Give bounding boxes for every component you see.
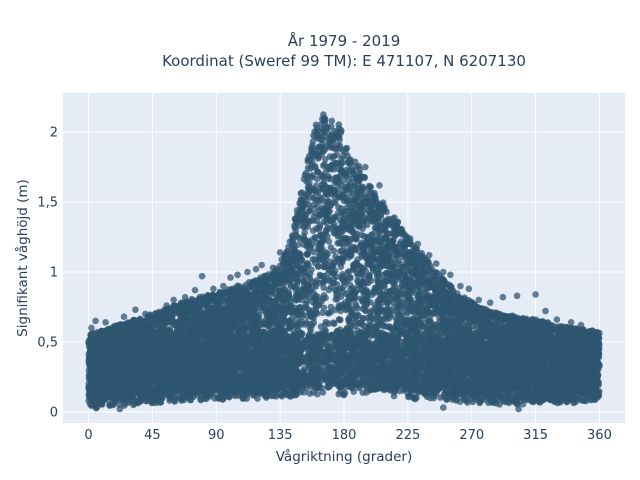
- chart-title: År 1979 - 2019 Koordinat (Sweref 99 TM):…: [162, 31, 526, 70]
- data-point: [345, 268, 353, 275]
- data-point: [328, 117, 336, 125]
- chart-title-line-2: Koordinat (Sweref 99 TM): E 471107, N 62…: [162, 52, 526, 70]
- data-point: [443, 396, 451, 403]
- data-point: [330, 319, 337, 327]
- data-point: [313, 175, 321, 183]
- data-points: [85, 111, 603, 413]
- data-point: [325, 238, 333, 245]
- chart-title-line-1: År 1979 - 2019: [288, 31, 401, 50]
- data-point: [358, 231, 365, 239]
